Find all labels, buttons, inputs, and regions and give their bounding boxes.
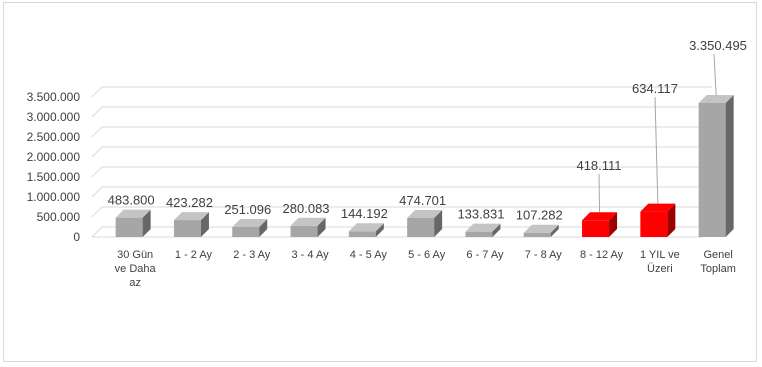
bar — [115, 209, 151, 237]
data-label: 280.083 — [283, 201, 330, 216]
gridline — [91, 226, 712, 238]
gridline — [91, 106, 712, 118]
x-tick-label: 5 - 6 Ay — [408, 249, 446, 261]
x-tick-label: 1 YIL ve — [640, 249, 680, 261]
leader-line — [598, 173, 601, 213]
y-tick-label: 2.500.000 — [27, 130, 81, 144]
gridline — [91, 166, 712, 178]
y-tick-label: 500.000 — [37, 210, 81, 224]
y-tick-label: 3.000.000 — [27, 110, 81, 124]
x-tick-label: 30 Gün — [117, 249, 153, 261]
data-label: 634.117 — [632, 81, 678, 96]
x-tick-label: Genel — [703, 249, 732, 261]
x-tick-label: ve Daha — [115, 263, 157, 275]
x-tick-label: 2 - 3 Ay — [233, 249, 271, 261]
bar — [582, 212, 618, 237]
bar — [523, 224, 559, 237]
leader-line — [654, 96, 659, 204]
bar — [407, 210, 443, 237]
x-tick-label: Toplam — [700, 263, 735, 275]
data-label: 483.800 — [108, 193, 155, 208]
gridlines — [91, 86, 712, 238]
gridline — [91, 146, 712, 158]
x-tick-label: 6 - 7 Ay — [466, 249, 504, 261]
data-label: 251.096 — [224, 202, 271, 217]
gridline — [91, 206, 712, 218]
data-label: 107.282 — [516, 208, 563, 223]
x-tick-label: az — [129, 277, 141, 289]
x-tick-label: 3 - 4 Ay — [291, 249, 329, 261]
x-axis-ticks: 30 Gün ve Daha az 1 - 2 Ay 2 - 3 Ay 3 - 4 Ay 4… — [115, 249, 736, 289]
chart-area — [3, 2, 757, 362]
data-label: 418.111 — [576, 158, 621, 173]
bar — [173, 212, 209, 237]
x-tick-label: 7 - 8 Ay — [525, 249, 563, 261]
bar — [232, 218, 268, 237]
y-axis-ticks: 0 500.000 1.000.000 1.500.000 2.000.000 2.500… — [27, 90, 81, 244]
y-tick-label: 0 — [73, 230, 80, 244]
y-tick-label: 1.000.000 — [27, 190, 81, 204]
leader-line — [713, 53, 717, 96]
y-tick-label: 3.500.000 — [27, 90, 81, 104]
gridline — [91, 186, 712, 198]
y-tick-label: 2.000.000 — [27, 150, 81, 164]
data-labels: 483.800 423.282 251.096 280.083 144.192 474.7… — [108, 38, 747, 223]
gridline — [91, 86, 712, 98]
bar — [698, 94, 734, 238]
x-tick-label: 4 - 5 Ay — [350, 249, 388, 261]
data-label: 144.192 — [341, 206, 388, 221]
x-tick-label: 8 - 12 Ay — [580, 249, 624, 261]
data-label: 474.701 — [399, 193, 446, 208]
x-tick-label: 1 - 2 Ay — [175, 249, 213, 261]
bar — [290, 217, 326, 237]
gridline — [91, 126, 712, 138]
y-tick-label: 1.500.000 — [27, 170, 81, 184]
bar — [640, 203, 676, 237]
x-tick-label: Üzeri — [647, 263, 673, 275]
bar — [465, 223, 501, 237]
data-label: 423.282 — [166, 195, 213, 210]
bar — [348, 223, 384, 237]
bars — [115, 94, 734, 238]
data-label: 133.831 — [457, 207, 504, 222]
data-label: 3.350.495 — [689, 38, 747, 53]
